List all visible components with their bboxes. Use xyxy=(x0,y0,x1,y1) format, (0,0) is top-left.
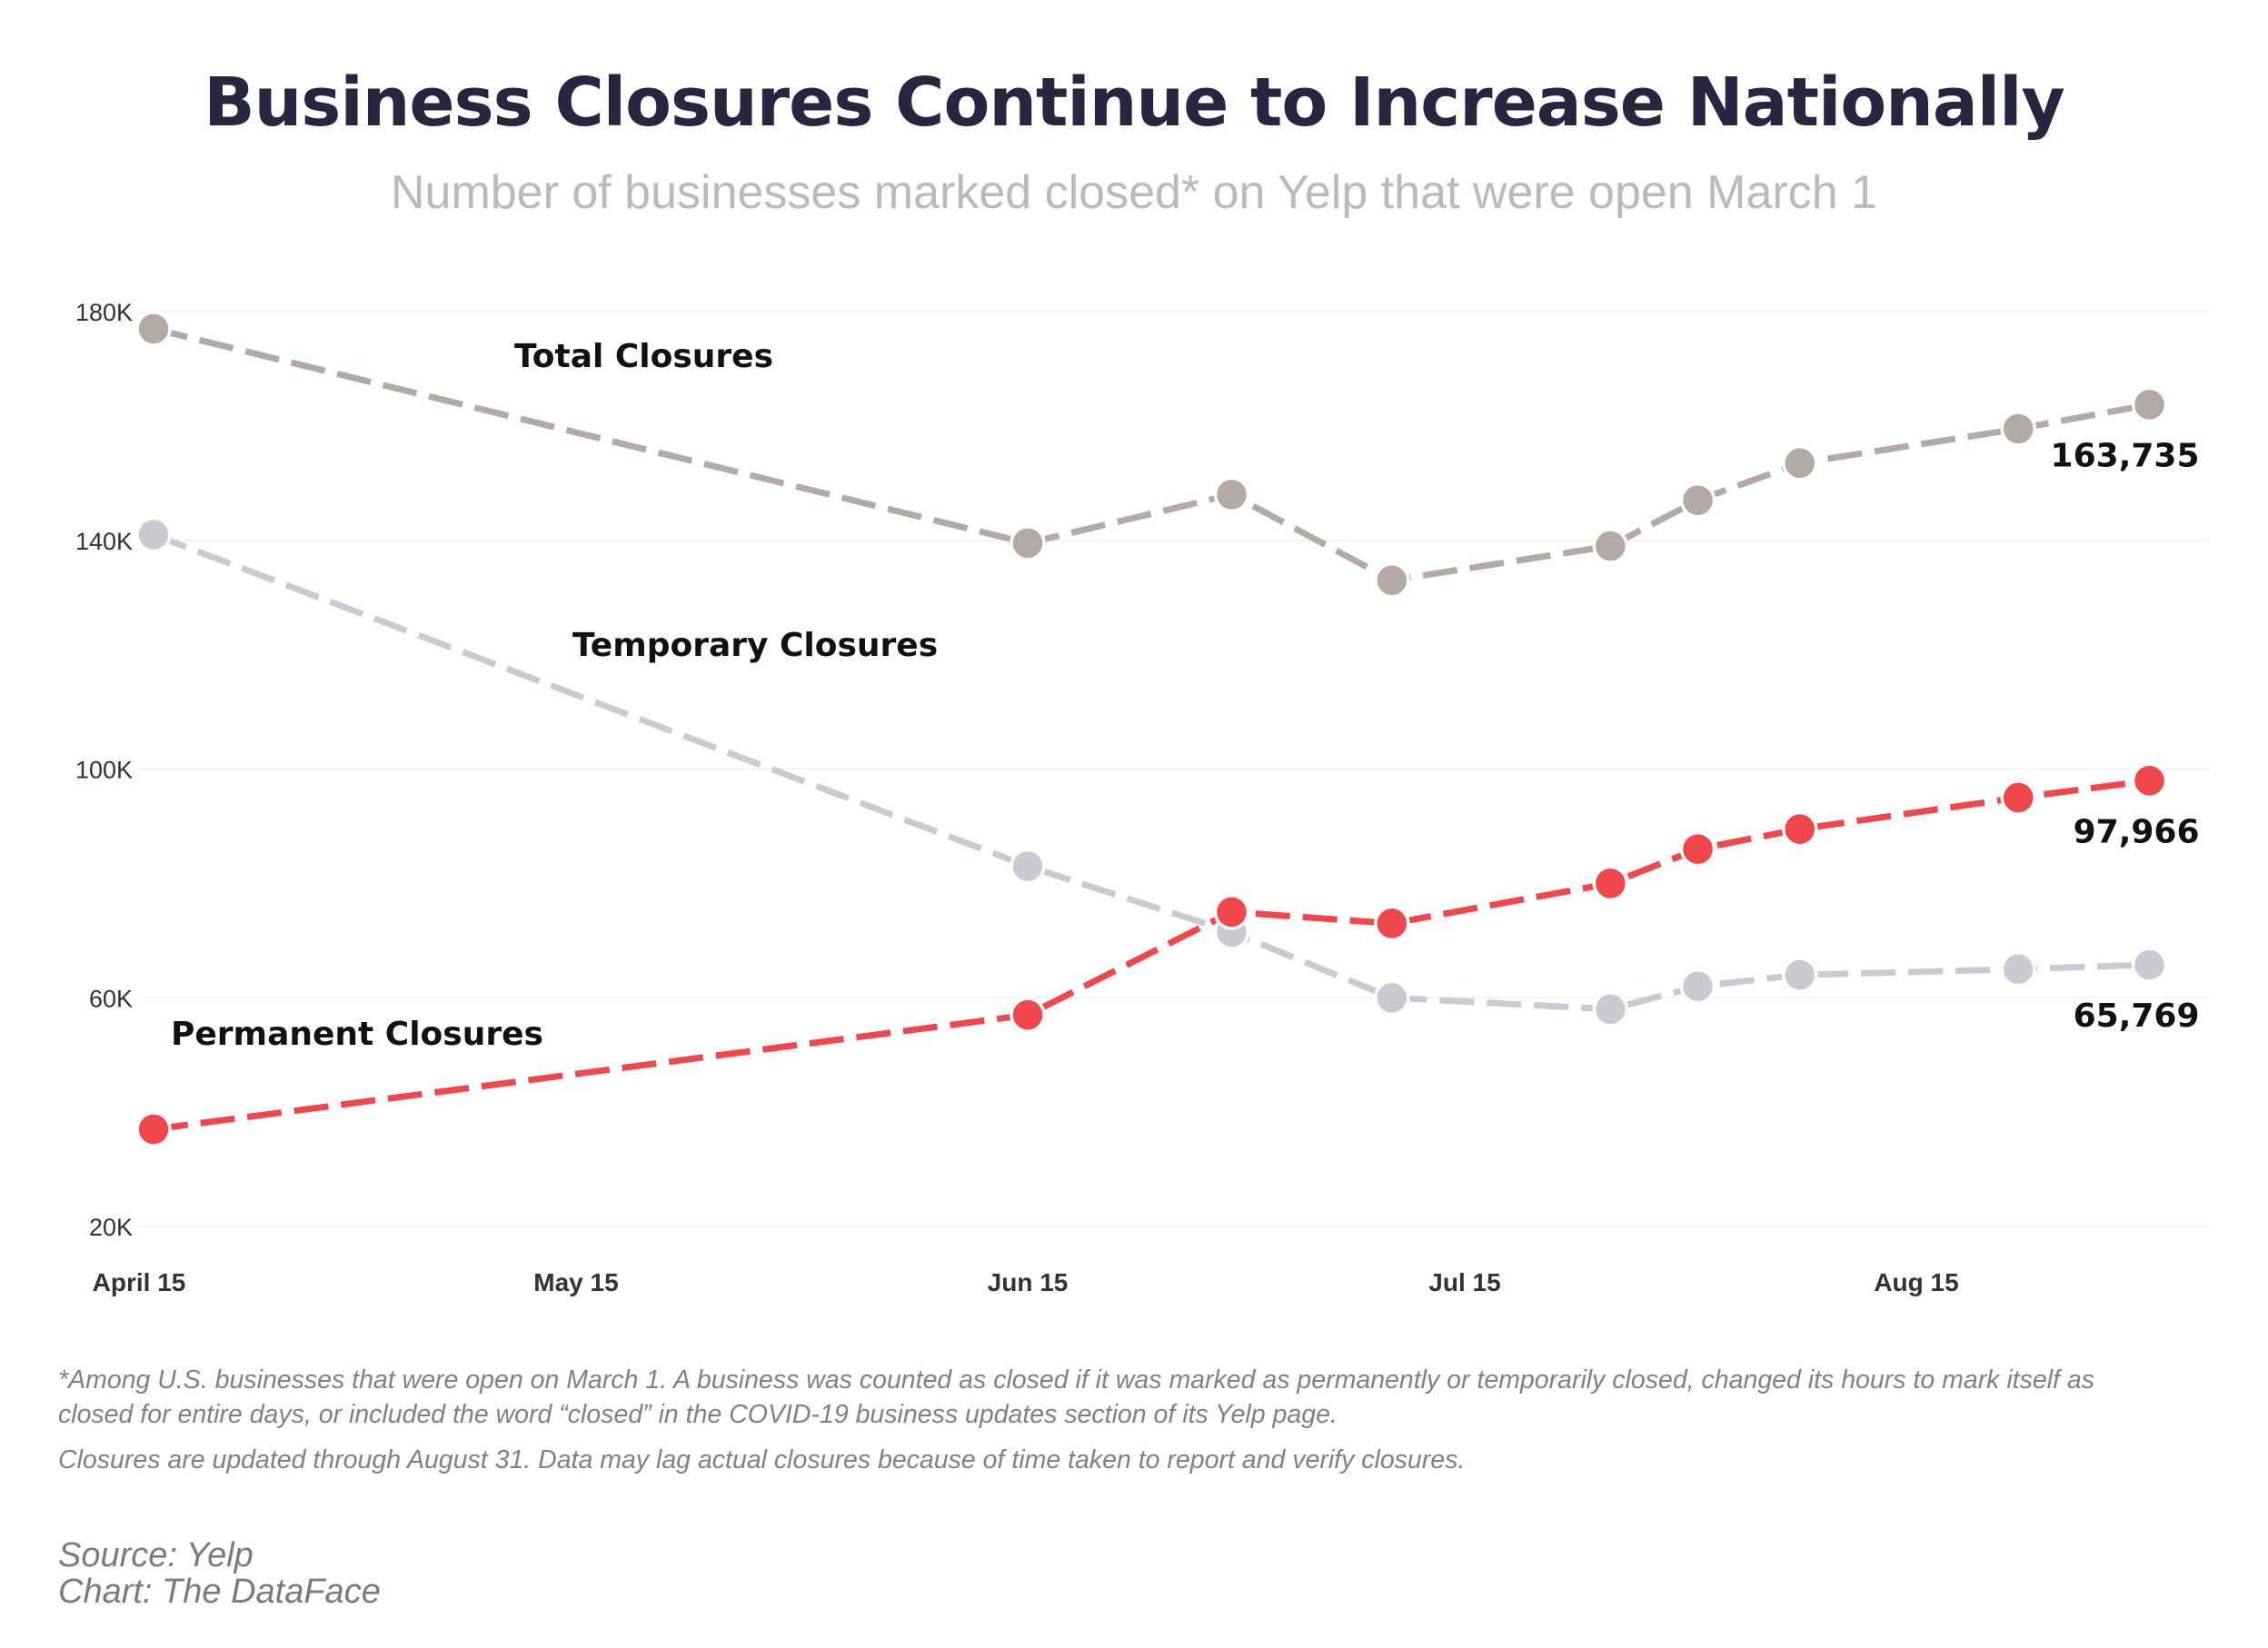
data-point xyxy=(1213,476,1250,513)
y-tick-label: 100K xyxy=(75,757,133,784)
x-tick-label: Aug 15 xyxy=(1874,1268,1958,1296)
series-label-permanent-closures: Permanent Closures xyxy=(171,1016,543,1053)
data-point xyxy=(135,1111,172,1147)
source-line: Source: Yelp xyxy=(58,1536,254,1574)
source-credit: Source: Yelp Chart: The DataFace xyxy=(58,1537,381,1610)
series-line-permanent-closures xyxy=(153,777,2150,1133)
footnote-update: Closures are updated through August 31. … xyxy=(58,1445,1466,1474)
data-point xyxy=(2131,762,2168,799)
chart-subtitle: Number of businesses marked closed* on Y… xyxy=(390,166,1878,219)
end-value-label: 97,966 xyxy=(2074,813,2200,850)
series-label-temporary-closures: Temporary Closures xyxy=(572,627,938,664)
y-tick-label: 20K xyxy=(89,1214,133,1241)
data-point xyxy=(1010,997,1046,1033)
series-line-temporary-closures xyxy=(152,531,2150,1013)
data-point xyxy=(2000,951,2036,988)
data-point xyxy=(1679,968,1716,1005)
data-point xyxy=(135,516,172,553)
series-label-total-closures: Total Closures xyxy=(514,338,773,375)
data-point xyxy=(1592,991,1629,1028)
y-tick-label: 140K xyxy=(75,528,133,555)
data-point xyxy=(1010,848,1046,885)
footnote-definition: *Among U.S. businesses that were open on… xyxy=(58,1365,2094,1429)
data-point xyxy=(1679,481,1716,519)
x-tick-label: May 15 xyxy=(533,1268,618,1296)
x-tick-label: Jun 15 xyxy=(988,1268,1069,1296)
x-tick-label: Jul 15 xyxy=(1428,1268,1500,1296)
data-point xyxy=(1781,957,1818,993)
data-point xyxy=(2000,411,2036,447)
data-point xyxy=(1374,979,1410,1016)
chart-credit-line: Chart: The DataFace xyxy=(58,1573,381,1611)
data-point xyxy=(135,311,172,347)
data-point xyxy=(1781,810,1818,848)
data-point xyxy=(1374,905,1410,942)
data-point xyxy=(1592,865,1629,902)
data-point xyxy=(1374,562,1410,599)
data-point xyxy=(1213,894,1250,930)
data-point xyxy=(1781,445,1818,481)
y-tick-label: 60K xyxy=(89,985,133,1012)
chart-title: Business Closures Continue to Increase N… xyxy=(204,64,2065,142)
y-tick-label: 180K xyxy=(75,299,133,326)
data-point xyxy=(2131,947,2168,983)
data-point xyxy=(1592,528,1629,564)
data-point xyxy=(2131,386,2168,423)
series-line-total-closures xyxy=(153,325,2151,584)
data-point xyxy=(1010,525,1046,561)
end-value-label: 65,769 xyxy=(2074,998,2200,1035)
x-tick-label: April 15 xyxy=(93,1268,186,1296)
data-point xyxy=(2000,779,2036,816)
end-value-label: 163,735 xyxy=(2051,437,2200,474)
data-point xyxy=(1679,830,1716,868)
line-chart: 20K 60K 100K 140K 180K April 15 May 15 Jun 15 Ju… xyxy=(75,299,2208,1296)
